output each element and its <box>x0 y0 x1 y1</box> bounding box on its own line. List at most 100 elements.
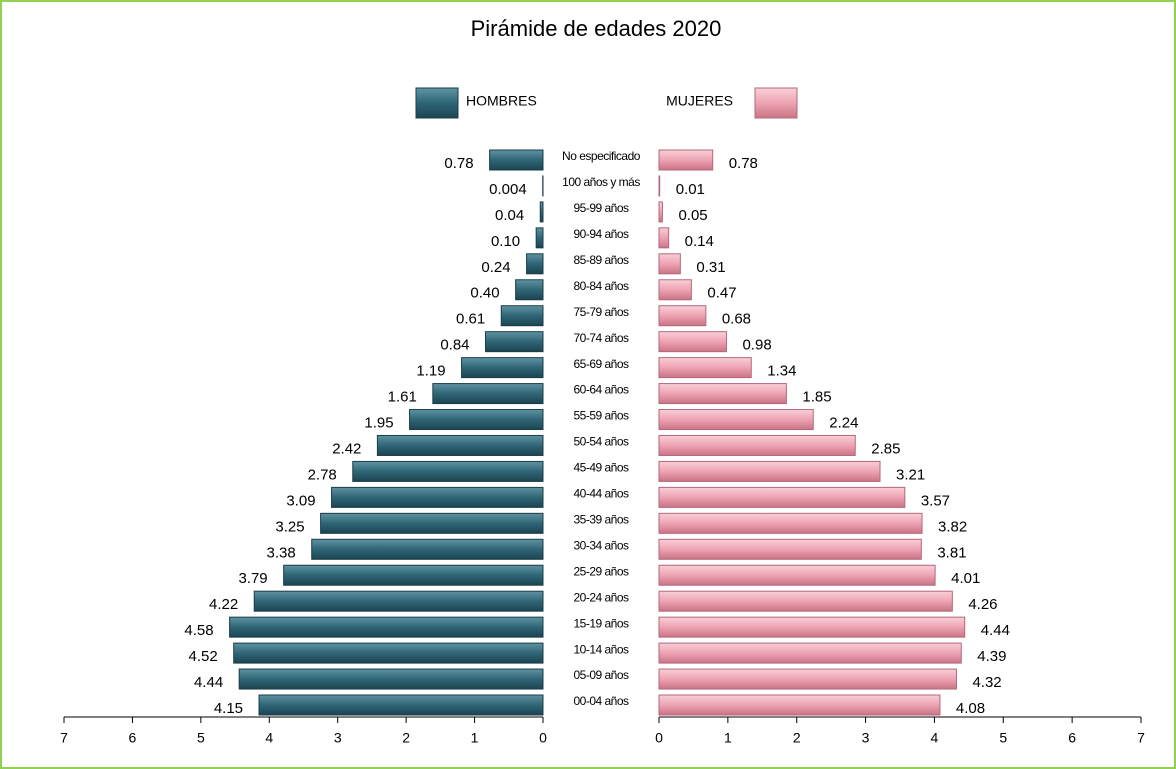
value-label: 4.15 <box>214 700 243 717</box>
bar <box>409 409 544 431</box>
bar <box>658 564 936 586</box>
category-label: 05-09 años <box>573 668 629 682</box>
legend-label: HOMBRES <box>466 93 537 109</box>
category-label: 95-99 años <box>573 201 629 215</box>
value-label: 1.61 <box>388 389 417 406</box>
bar <box>229 616 544 638</box>
bar <box>432 383 544 405</box>
category-label: 65-69 años <box>573 357 629 371</box>
x-tick-label: 3 <box>334 730 342 746</box>
x-tick-label: 2 <box>793 730 801 746</box>
x-tick-label: 3 <box>862 730 870 746</box>
x-tick-label: 5 <box>197 730 205 746</box>
x-tick-label: 6 <box>1068 730 1076 746</box>
category-label: 45-49 años <box>573 461 629 475</box>
value-label: 0.31 <box>696 259 725 276</box>
x-tick-label: 1 <box>724 730 732 746</box>
bar <box>658 331 727 353</box>
bar <box>526 253 544 275</box>
value-label: 2.78 <box>308 466 337 483</box>
value-label: 4.39 <box>977 648 1006 665</box>
bar <box>658 357 752 379</box>
value-label: 0.98 <box>742 337 771 354</box>
bar <box>233 642 544 664</box>
value-label: 3.09 <box>286 492 315 509</box>
value-label: 0.40 <box>470 285 499 302</box>
legend-swatch <box>415 87 459 119</box>
category-label: No especificado <box>562 149 641 163</box>
bar <box>253 590 544 612</box>
value-label: 0.05 <box>678 207 707 224</box>
bar <box>331 486 544 508</box>
x-tick-label: 1 <box>471 730 479 746</box>
legend-label: MUJERES <box>666 93 733 109</box>
value-label: 3.25 <box>275 518 304 535</box>
bar <box>658 175 661 197</box>
value-label: 4.01 <box>951 570 980 587</box>
bar <box>658 512 923 534</box>
value-label: 3.57 <box>921 492 950 509</box>
category-label: 25-29 años <box>573 564 629 578</box>
x-tick-label: 4 <box>931 730 939 746</box>
bar <box>658 460 881 482</box>
value-label: 3.38 <box>267 544 296 561</box>
category-label: 15-19 años <box>573 616 629 630</box>
bar <box>238 668 544 690</box>
bar <box>485 331 544 353</box>
bar <box>658 149 714 171</box>
bar <box>658 616 966 638</box>
value-label: 1.95 <box>364 414 393 431</box>
category-label: 35-39 años <box>573 513 629 527</box>
x-tick-label: 6 <box>129 730 137 746</box>
value-label: 3.79 <box>238 570 267 587</box>
bar <box>320 512 544 534</box>
bar <box>515 279 544 301</box>
category-label: 85-89 años <box>573 253 629 267</box>
x-tick-label: 0 <box>655 730 663 746</box>
category-label: 75-79 años <box>573 305 629 319</box>
value-label: 0.78 <box>444 155 473 172</box>
bar <box>658 305 707 327</box>
x-tick-label: 7 <box>1137 730 1145 746</box>
value-label: 4.58 <box>184 622 213 639</box>
value-label: 0.84 <box>440 337 469 354</box>
bar <box>658 253 681 275</box>
value-label: 1.19 <box>416 363 445 380</box>
bar <box>352 460 544 482</box>
value-label: 4.22 <box>209 596 238 613</box>
value-label: 0.68 <box>722 311 751 328</box>
value-label: 3.82 <box>938 518 967 535</box>
bar <box>283 564 544 586</box>
bar <box>658 486 906 508</box>
value-label: 0.61 <box>456 311 485 328</box>
bar <box>658 538 922 560</box>
bar <box>658 694 941 716</box>
bar <box>535 227 544 249</box>
value-label: 3.81 <box>937 544 966 561</box>
bar <box>500 305 544 327</box>
value-label: 4.32 <box>972 674 1001 691</box>
bar <box>376 434 544 456</box>
bar <box>658 409 814 431</box>
value-label: 0.004 <box>489 181 527 198</box>
value-label: 0.47 <box>707 285 736 302</box>
value-label: 4.26 <box>968 596 997 613</box>
bar <box>461 357 544 379</box>
value-label: 4.44 <box>981 622 1010 639</box>
x-tick-label: 2 <box>402 730 410 746</box>
category-label: 50-54 años <box>573 435 629 449</box>
category-label: 20-24 años <box>573 590 629 604</box>
bar <box>489 149 544 171</box>
value-label: 2.24 <box>829 414 858 431</box>
category-label: 00-04 años <box>573 694 629 708</box>
category-label: 70-74 años <box>573 331 629 345</box>
value-label: 2.85 <box>871 440 900 457</box>
x-tick-label: 4 <box>265 730 273 746</box>
value-label: 0.14 <box>685 233 714 250</box>
bar <box>311 538 544 560</box>
bar <box>658 642 962 664</box>
x-tick-label: 0 <box>539 730 547 746</box>
value-label: 4.52 <box>188 648 217 665</box>
